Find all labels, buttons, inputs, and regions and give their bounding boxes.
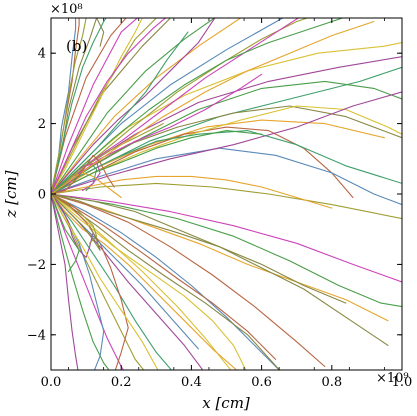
trajectory-line bbox=[51, 193, 277, 360]
x-tick-label: 1.0 bbox=[392, 375, 413, 390]
trajectory-line bbox=[51, 193, 238, 370]
trajectory-line bbox=[51, 193, 280, 370]
trajectory-line bbox=[51, 193, 402, 308]
y-axis-label: z [cm] bbox=[2, 170, 20, 218]
trajectory-line bbox=[51, 18, 216, 195]
panel-label: (b) bbox=[66, 37, 87, 55]
trajectory-line bbox=[51, 18, 167, 195]
y-tick-label: −2 bbox=[27, 258, 46, 273]
trajectory-line bbox=[51, 193, 347, 304]
trajectory-line bbox=[51, 147, 402, 206]
trajectory-line bbox=[51, 18, 87, 195]
x-tick-label: 0.4 bbox=[181, 375, 202, 390]
trajectory-line bbox=[51, 18, 158, 195]
trajectory-line bbox=[51, 123, 164, 195]
trajectory-line bbox=[51, 193, 247, 370]
trajectory-line bbox=[51, 182, 402, 220]
y-tick-label: 0 bbox=[38, 188, 46, 203]
y-tick-label: 2 bbox=[38, 117, 46, 132]
trajectory-line bbox=[51, 193, 389, 322]
trajectory-line bbox=[51, 193, 110, 370]
x-tick-label: 0.0 bbox=[41, 375, 62, 390]
trajectory-line bbox=[51, 193, 402, 283]
trajectory-line bbox=[51, 126, 354, 199]
trajectory-line bbox=[51, 105, 402, 195]
trajectory-line bbox=[51, 193, 173, 370]
trajectory-line bbox=[51, 193, 129, 370]
trajectory-line bbox=[51, 18, 242, 195]
x-axis-ticks: 0.0 0.2 0.4 0.6 0.8 1.0 bbox=[41, 18, 413, 390]
trajectory-line bbox=[51, 193, 94, 258]
trajectory-line bbox=[51, 193, 281, 370]
y-multiplier: ×10⁸ bbox=[50, 2, 83, 17]
trajectory-line bbox=[51, 56, 402, 195]
trajectory-line bbox=[51, 193, 159, 370]
x-multiplier: ×10⁹ bbox=[376, 371, 409, 386]
trajectory-line bbox=[51, 105, 402, 195]
trajectory-line bbox=[51, 130, 263, 195]
x-tick-label: 0.6 bbox=[251, 375, 272, 390]
trajectory-line bbox=[51, 18, 345, 195]
trajectory-line bbox=[51, 18, 107, 195]
trajectory-line bbox=[51, 193, 145, 370]
trajectory-line bbox=[51, 154, 115, 195]
x-tick-label: 0.2 bbox=[111, 375, 132, 390]
y-tick-label: 4 bbox=[38, 47, 46, 62]
trajectory-line bbox=[51, 193, 101, 251]
series-lines bbox=[51, 18, 402, 370]
trajectory-line bbox=[51, 91, 402, 195]
trajectory-line bbox=[51, 193, 326, 368]
trajectory-line bbox=[51, 31, 189, 195]
y-tick-label: −4 bbox=[27, 328, 46, 343]
trajectory-line bbox=[51, 18, 143, 195]
trajectory-line bbox=[51, 130, 402, 195]
trajectory-line bbox=[51, 193, 79, 370]
trajectory-line bbox=[51, 18, 139, 195]
trajectory-line bbox=[51, 193, 80, 272]
trajectory-line bbox=[51, 20, 375, 195]
x-tick-label: 0.8 bbox=[321, 375, 342, 390]
y-axis-ticks: −4 −2 0 2 4 bbox=[27, 47, 402, 343]
trajectory-line bbox=[51, 193, 98, 244]
x-axis-label: x [cm] bbox=[202, 394, 250, 412]
trajectory-line bbox=[51, 175, 333, 209]
trajectory-line bbox=[51, 161, 101, 195]
